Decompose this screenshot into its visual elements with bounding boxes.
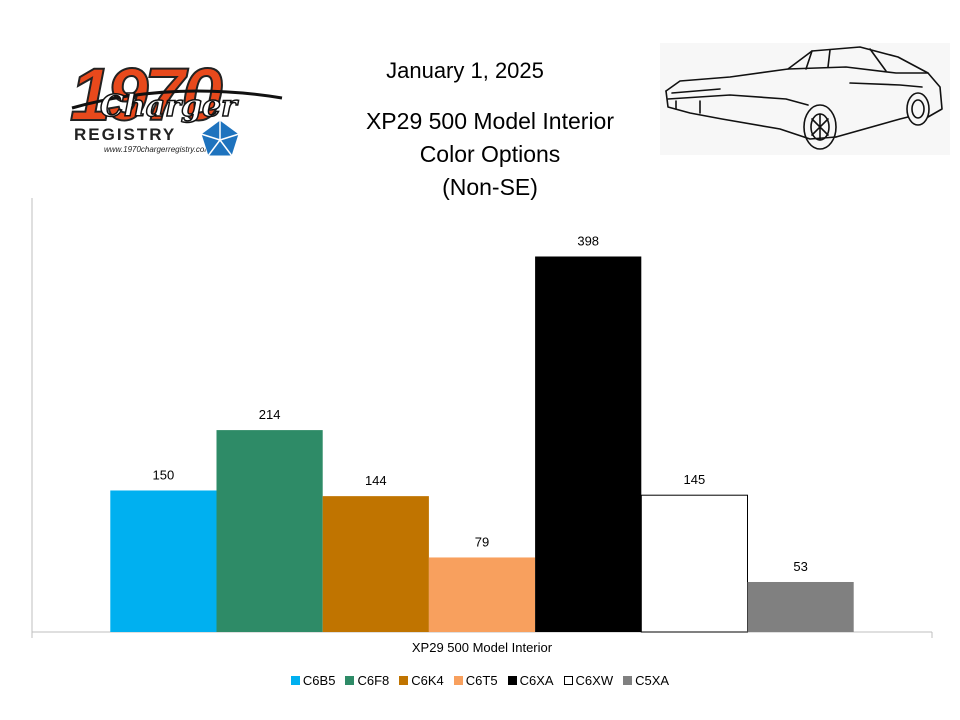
charger-car-drawing bbox=[660, 43, 950, 155]
legend-swatch bbox=[290, 676, 300, 685]
legend-swatch bbox=[345, 676, 355, 685]
legend-item-c6xa: C6XA bbox=[507, 673, 554, 688]
legend-label: C5XA bbox=[635, 673, 670, 688]
legend-item-c6t5: C6T5 bbox=[453, 673, 498, 688]
legend-swatch bbox=[563, 676, 573, 685]
data-label-c6k4: 144 bbox=[365, 473, 387, 488]
legend-item-c6k4: C6K4 bbox=[399, 673, 444, 688]
legend-label: C6K4 bbox=[411, 673, 444, 688]
legend-swatch bbox=[623, 676, 633, 685]
charger-registry-logo: 1970 Charger REGISTRY www.1970chargerreg… bbox=[69, 52, 283, 157]
data-label-c6b5: 150 bbox=[153, 467, 175, 482]
bar-c6xa bbox=[535, 256, 642, 632]
chart-title-line-1: XP29 500 Model Interior bbox=[365, 108, 615, 134]
legend-item-c6f8: C6F8 bbox=[345, 673, 389, 688]
bar-c6xw bbox=[640, 494, 748, 633]
legend-swatch bbox=[507, 676, 517, 685]
logo-script: Charger bbox=[100, 89, 239, 124]
bar-c6t5 bbox=[428, 557, 536, 632]
legend-label: C6T5 bbox=[465, 673, 498, 688]
data-label-c6f8: 214 bbox=[259, 407, 281, 422]
pentastar-icon bbox=[200, 119, 240, 157]
legend-label: C6B5 bbox=[302, 673, 336, 688]
bar-c6b5 bbox=[110, 490, 217, 632]
data-label-c6t5: 79 bbox=[475, 534, 489, 549]
chart-title-line-2: Color Options bbox=[419, 141, 561, 167]
chart-date: January 1, 2025 bbox=[386, 58, 544, 83]
logo-registry: REGISTRY bbox=[74, 125, 176, 144]
chart-title: XP29 500 Model Interior Color Options (N… bbox=[330, 105, 650, 204]
chart-title-line-3: (Non-SE) bbox=[442, 174, 538, 200]
legend-item-c6b5: C6B5 bbox=[290, 673, 336, 688]
bar-c5xa bbox=[747, 581, 854, 632]
legend-swatch bbox=[399, 676, 409, 685]
logo-url: www.1970chargerregistry.com/ bbox=[104, 145, 214, 154]
legend-item-c5xa: C5XA bbox=[623, 673, 669, 688]
bar-c6k4 bbox=[322, 496, 429, 632]
x-category-label: XP29 500 Model Interior bbox=[411, 640, 553, 655]
data-label-c5xa: 53 bbox=[793, 559, 807, 574]
legend-label: C6F8 bbox=[357, 673, 390, 688]
legend-label: C6XW bbox=[575, 673, 614, 688]
legend-swatch bbox=[453, 676, 463, 685]
chart-legend: C6B5 C6F8 C6K4 C6T5 C6XA C6XW C5XA bbox=[0, 673, 960, 688]
bar-c6f8 bbox=[216, 430, 323, 632]
data-label-c6xw: 145 bbox=[684, 472, 706, 487]
legend-label: C6XA bbox=[519, 673, 554, 688]
data-label-c6xa: 398 bbox=[577, 233, 599, 248]
legend-item-c6xw: C6XW bbox=[563, 673, 614, 688]
